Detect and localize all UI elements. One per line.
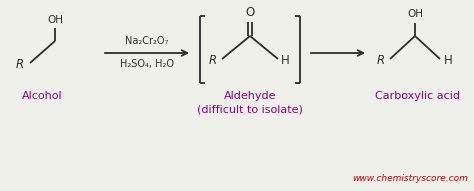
Text: www.chemistryscore.com: www.chemistryscore.com xyxy=(352,174,468,183)
Text: OH: OH xyxy=(407,9,423,19)
Text: R: R xyxy=(16,57,24,70)
Text: H: H xyxy=(444,53,453,66)
Text: Alcohol: Alcohol xyxy=(22,91,62,101)
Text: O: O xyxy=(246,6,255,19)
Text: R: R xyxy=(377,53,385,66)
Text: Carboxylic acid: Carboxylic acid xyxy=(375,91,461,101)
Text: Na₂Cr₂O₇: Na₂Cr₂O₇ xyxy=(125,36,169,46)
Text: R: R xyxy=(209,53,217,66)
Text: H: H xyxy=(281,53,290,66)
Text: Aldehyde
(difficult to isolate): Aldehyde (difficult to isolate) xyxy=(197,91,303,115)
Text: OH: OH xyxy=(47,15,63,25)
Text: H₂SO₄, H₂O: H₂SO₄, H₂O xyxy=(120,59,174,69)
